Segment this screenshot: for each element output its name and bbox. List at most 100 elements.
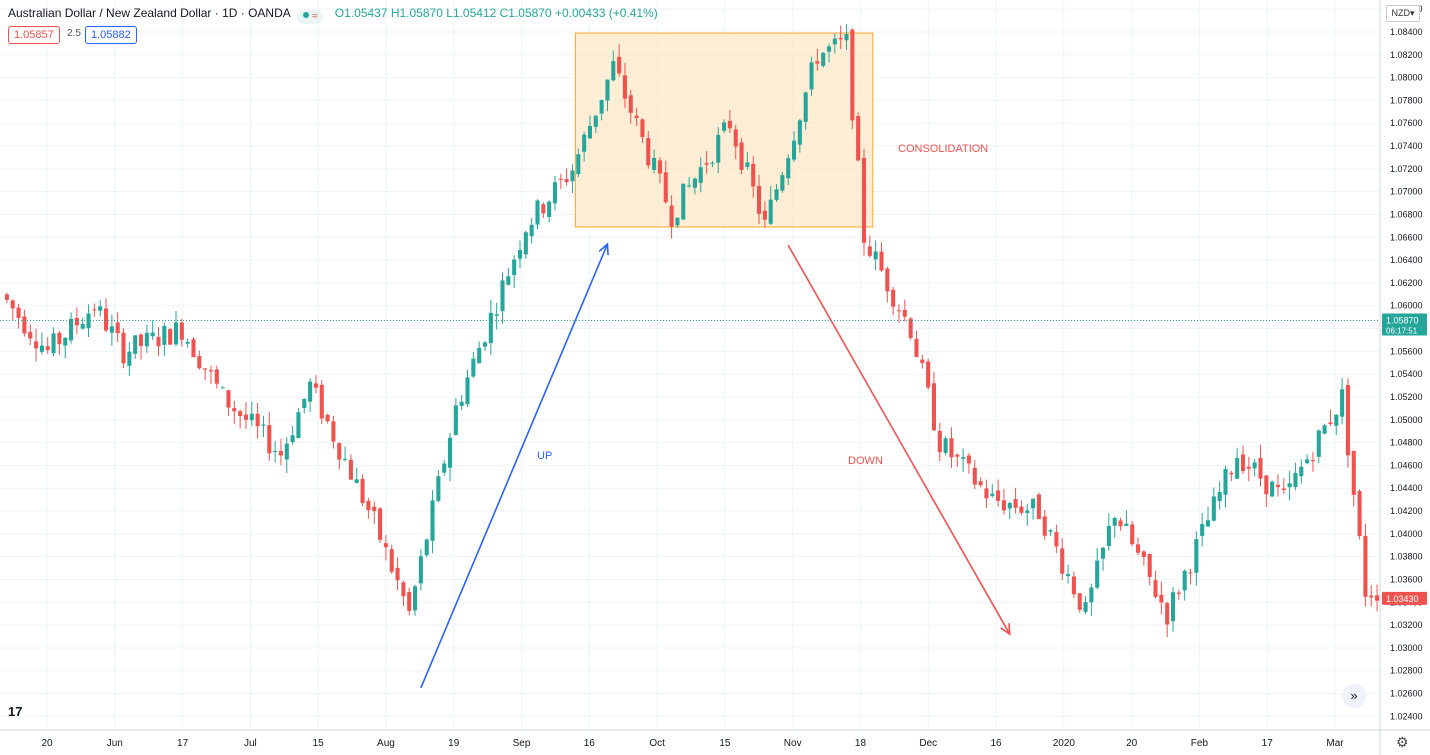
candle-body: [482, 342, 488, 347]
candle-body: [325, 414, 330, 422]
market-status-badge[interactable]: ≈: [297, 10, 324, 24]
candle-body: [500, 280, 505, 312]
candle-body: [63, 337, 68, 346]
x-tick-label: 17: [177, 738, 189, 749]
candle-body: [675, 217, 680, 226]
y-tick-label: 1.05000: [1390, 415, 1423, 425]
candle-body: [908, 318, 913, 338]
candle-body: [821, 52, 826, 66]
candle-body: [16, 307, 21, 318]
candle-body: [762, 210, 767, 220]
candle-body: [669, 205, 674, 227]
candle-body: [861, 157, 867, 243]
candle-body: [1176, 592, 1181, 594]
candle-body: [1135, 544, 1141, 553]
candle-body: [290, 435, 295, 443]
candle-body: [1369, 595, 1374, 598]
y-tick-label: 1.03800: [1390, 552, 1423, 562]
candle-body: [1159, 594, 1164, 603]
consolidation-label: CONSOLIDATION: [898, 143, 988, 155]
candle-body: [273, 450, 278, 452]
candle-body: [278, 450, 283, 456]
candle-body: [931, 383, 937, 431]
ohlc-values: O1.05437 H1.05870 L1.05412 C1.05870 +0.0…: [334, 6, 658, 20]
currency-label: NZD: [1391, 8, 1410, 18]
candle-body: [1281, 488, 1286, 491]
candle-body: [803, 92, 808, 122]
y-tick-label: 1.04400: [1390, 483, 1423, 493]
up-trend-arrow-head: [598, 242, 609, 256]
candle-body: [722, 122, 727, 131]
candle-body: [1229, 472, 1234, 475]
candle-body: [372, 506, 377, 512]
y-tick-label: 1.08200: [1390, 50, 1423, 60]
candle-body: [1200, 524, 1205, 536]
candle-body: [1182, 571, 1187, 591]
x-tick-label: 18: [855, 738, 867, 749]
tradingview-logo-icon: 17: [8, 704, 23, 719]
candle-body: [1258, 457, 1263, 479]
candle-body: [506, 276, 511, 285]
gear-icon[interactable]: ⚙: [1396, 734, 1409, 750]
candle-body: [1060, 548, 1065, 574]
candle-body: [1007, 502, 1012, 509]
candle-body: [92, 309, 97, 311]
candle-body: [413, 586, 418, 611]
candle-body: [751, 163, 756, 187]
candle-body: [657, 160, 662, 174]
current-price-value: 1.05870: [1386, 316, 1419, 326]
sell-quote-button[interactable]: 1.05857: [8, 26, 60, 44]
buy-quote-button[interactable]: 1.05882: [85, 26, 137, 44]
current-price-tag: [1382, 313, 1427, 336]
candle-body: [226, 390, 231, 408]
candle-body: [1165, 603, 1170, 625]
candle-body: [34, 341, 39, 349]
y-tick-label: 1.06600: [1390, 232, 1423, 242]
candle-body: [710, 162, 715, 164]
candle-body: [867, 246, 872, 256]
candle-body: [1235, 457, 1240, 479]
candle-body: [133, 335, 138, 354]
x-tick-label: Mar: [1326, 738, 1344, 749]
candle-body: [593, 115, 598, 127]
scroll-to-realtime-button[interactable]: »: [1342, 684, 1366, 708]
candle-body: [698, 167, 703, 183]
candle-body: [757, 185, 762, 214]
x-tick-label: Dec: [919, 738, 937, 749]
candle-body: [564, 179, 569, 183]
candle-body: [477, 347, 482, 364]
y-tick-label: 1.06400: [1390, 255, 1423, 265]
candle-body: [115, 322, 120, 334]
candle-body: [1305, 459, 1310, 464]
candle-body: [873, 251, 878, 260]
candle-body: [57, 332, 62, 345]
symbol-title[interactable]: Australian Dollar / New Zealand Dollar ·…: [8, 6, 291, 20]
candle-body: [552, 182, 558, 204]
candle-body: [1287, 483, 1292, 488]
candle-body: [1240, 454, 1246, 472]
candle-body: [284, 443, 289, 460]
candle-body: [109, 326, 114, 333]
candle-body: [611, 61, 616, 81]
candle-body: [360, 479, 365, 504]
candle-body: [838, 37, 843, 40]
candle-body: [383, 543, 388, 548]
candle-body: [494, 314, 499, 316]
candle-body: [1340, 389, 1345, 417]
candle-body: [628, 95, 633, 113]
x-tick-label: 20: [41, 738, 53, 749]
candle-body: [535, 200, 540, 225]
candle-body: [517, 250, 523, 259]
candle-body: [1083, 602, 1088, 612]
candle-body: [69, 318, 74, 341]
down-trend-arrow-head: [1000, 623, 1011, 636]
candle-body: [774, 189, 779, 200]
x-tick-label: 15: [719, 738, 731, 749]
candle-body: [943, 438, 948, 453]
candle-body: [80, 324, 85, 329]
candle-body: [1036, 494, 1041, 520]
currency-selector[interactable]: NZD▾: [1386, 5, 1420, 22]
candle-body: [1054, 532, 1059, 547]
y-tick-label: 1.06000: [1390, 301, 1423, 311]
